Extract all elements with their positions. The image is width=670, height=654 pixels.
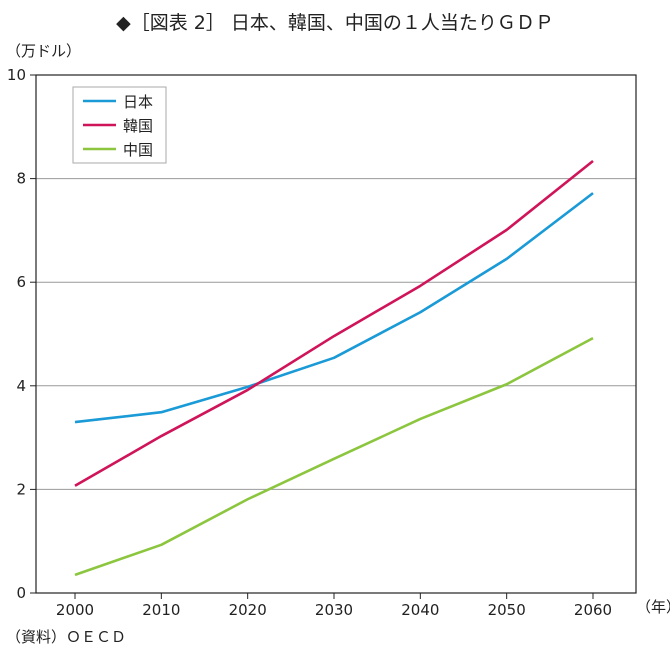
y-tick-label: 4	[16, 377, 26, 395]
x-tick-label: 2060	[574, 601, 612, 619]
series-line-3	[74, 336, 594, 577]
x-tick-label: 2050	[488, 601, 526, 619]
chart-title: ◆［図表 2］ 日本、韓国、中国の１人当たりＧＤＰ	[116, 12, 554, 34]
y-tick-label: 0	[16, 584, 26, 602]
plot-frame	[35, 74, 637, 594]
x-axis-label: （年）	[636, 598, 670, 616]
x-tick-label: 2010	[142, 601, 180, 619]
x-tick-label: 2030	[315, 601, 353, 619]
x-tick-label: 2000	[56, 601, 94, 619]
source-note: （資料）ＯＥＣＤ	[6, 628, 127, 646]
series-line-2	[74, 159, 594, 487]
x-tick-label: 2040	[401, 601, 439, 619]
y-tick-label: 10	[7, 66, 26, 84]
legend-label: 韓国	[123, 117, 153, 135]
y-axis-label: （万ドル）	[6, 42, 82, 60]
x-tick-label: 2020	[229, 601, 267, 619]
y-tick-label: 2	[16, 480, 26, 498]
legend-label: 日本	[123, 93, 153, 111]
series-line-1	[74, 192, 594, 424]
y-tick-label: 6	[16, 273, 26, 291]
legend-label: 中国	[123, 141, 153, 159]
y-tick-label: 8	[16, 170, 26, 188]
